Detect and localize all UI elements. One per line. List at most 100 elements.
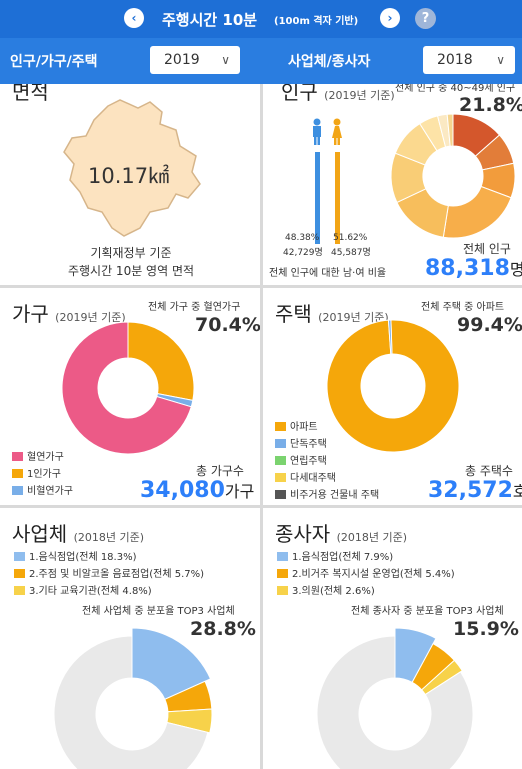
housing-legend-item: 단독주택 [275, 435, 327, 450]
housing-total: 32,572호 [428, 478, 522, 503]
workers-panel: 종사자 (2018년 기준) 1.음식점업(전체 7.9%) 2.비거주 복지시설… [263, 508, 522, 769]
gender-ratio-caption: 전체 인구에 대한 남·여 비율 [269, 268, 387, 279]
legend-label: 아파트 [290, 422, 318, 433]
legend-swatch [275, 490, 286, 499]
legend-label: 1.음식점업(전체 18.3%) [29, 552, 137, 563]
legend-swatch [12, 452, 23, 461]
population-slice-10 [446, 113, 454, 147]
business-headline: 전체 사업체 중 분포율 TOP3 사업체 [82, 606, 235, 617]
housing-slice-1 [326, 319, 460, 453]
housing-title: 주택 (2019년 기준) [275, 302, 389, 326]
household-total-label: 총 가구수 [196, 464, 244, 478]
legend-label: 3.기타 교육기관(전체 4.8%) [29, 586, 152, 597]
household-headline: 전체 가구 중 혈연가구 [148, 302, 241, 313]
legend-label: 1인가구 [27, 469, 61, 480]
area-panel: 면적 10.17㎢ 기획재정부 기준 주행시간 10분 영역 면적 [0, 84, 260, 285]
legend-swatch [14, 586, 25, 595]
household-donut [61, 321, 195, 455]
legend-swatch [275, 422, 286, 431]
business-legend-item: 1.음식점업(전체 18.3%) [14, 548, 137, 563]
next-button[interactable]: › [380, 8, 400, 28]
help-icon[interactable]: ? [415, 8, 436, 29]
female-pct: 51.62% [333, 233, 368, 243]
male-count: 42,729명 [283, 248, 323, 258]
population-age-donut [390, 113, 516, 239]
business-legend-item: 3.기타 교육기관(전체 4.8%) [14, 582, 152, 597]
business-headline-pct: 28.8% [190, 618, 256, 640]
workers-legend-item: 3.의원(전체 2.6%) [277, 582, 375, 597]
business-filter-label: 사업체/종사자 [288, 54, 371, 70]
household-slice-1 [127, 321, 195, 401]
workers-legend-item: 2.비거주 복지시설 운영업(전체 5.4%) [277, 565, 455, 580]
legend-swatch [277, 552, 288, 561]
household-legend-item: 비혈연가구 [12, 482, 73, 497]
business-donut [53, 627, 213, 769]
female-count: 45,587명 [331, 248, 371, 258]
page-subtitle: (100m 격자 기반) [274, 16, 359, 27]
business-title: 사업체 (2018년 기준) [12, 522, 144, 546]
population-headline-pct: 21.8% [459, 94, 522, 116]
population-panel: 인구 (2019년 기준) 전체 인구 중 40~49세 인구 21.8% 48… [263, 84, 522, 285]
population-title: 인구 (2019년 기준) [281, 84, 395, 104]
area-map-shape [63, 99, 201, 237]
business-year-value: 2018 [437, 52, 473, 68]
population-total: 88,318명 [425, 256, 522, 281]
header-bar: ‹ 주행시간 10분 (100m 격자 기반) › ? [0, 0, 522, 38]
population-year-select[interactable]: 2019 ∨ [150, 46, 240, 74]
prev-button[interactable]: ‹ [124, 8, 144, 28]
legend-label: 혈연가구 [27, 452, 64, 463]
legend-label: 2.비거주 복지시설 운영업(전체 5.4%) [292, 569, 455, 580]
household-legend-item: 1인가구 [12, 465, 61, 480]
area-value: 10.17㎢ [88, 164, 170, 188]
business-slice-1 [131, 627, 212, 700]
population-headline: 전체 인구 중 40~49세 인구 [395, 84, 516, 94]
legend-label: 비혈연가구 [27, 486, 73, 497]
legend-swatch [277, 586, 288, 595]
chevron-down-icon: ∨ [496, 53, 505, 67]
legend-swatch [12, 486, 23, 495]
housing-legend-item: 아파트 [275, 418, 318, 433]
household-slice-3 [61, 321, 192, 455]
legend-swatch [275, 456, 286, 465]
legend-label: 다세대주택 [290, 473, 336, 484]
male-pct: 48.38% [285, 233, 320, 243]
household-panel: 가구 (2019년 기준) 전체 가구 중 혈연가구 70.4% 혈연가구 1인가… [0, 288, 260, 505]
business-legend-item: 2.주점 및 비알코올 음료점업(전체 5.7%) [14, 565, 204, 580]
gender-ratio-bars [313, 118, 342, 244]
population-filter-label: 인구/가구/주택 [10, 54, 98, 70]
legend-label: 1.음식점업(전체 7.9%) [292, 552, 394, 563]
legend-label: 단독주택 [290, 439, 327, 450]
filter-bar: 인구/가구/주택 2019 ∨ 사업체/종사자 2018 ∨ [0, 38, 522, 84]
population-total-label: 전체 인구 [463, 242, 511, 256]
legend-swatch [275, 473, 286, 482]
legend-label: 연립주택 [290, 456, 327, 467]
household-total: 34,080가구 [140, 478, 255, 503]
household-headline-pct: 70.4% [195, 314, 260, 336]
legend-swatch [12, 469, 23, 478]
business-year-select[interactable]: 2018 ∨ [423, 46, 515, 74]
page-title: 주행시간 10분 [162, 11, 258, 29]
workers-title: 종사자 (2018년 기준) [275, 522, 407, 546]
workers-slice-1 [394, 627, 437, 684]
housing-headline: 전체 주택 중 아파트 [421, 302, 505, 313]
workers-headline: 전체 종사자 중 분포율 TOP3 사업체 [351, 606, 504, 617]
legend-swatch [275, 439, 286, 448]
chevron-down-icon: ∨ [221, 53, 230, 67]
area-title: 면적 [12, 84, 49, 104]
area-note-1: 기획재정부 기준 [90, 246, 172, 260]
household-legend-item: 혈연가구 [12, 448, 64, 463]
legend-label: 3.의원(전체 2.6%) [292, 586, 375, 597]
legend-swatch [14, 552, 25, 561]
workers-legend-item: 1.음식점업(전체 7.9%) [277, 548, 393, 563]
housing-total-label: 총 주택수 [465, 464, 513, 478]
housing-legend-item: 연립주택 [275, 452, 327, 467]
workers-slice-4 [316, 635, 474, 769]
legend-label: 비주거용 건물내 주택 [290, 490, 380, 501]
household-title: 가구 (2019년 기준) [12, 302, 126, 326]
housing-headline-pct: 99.4% [457, 314, 522, 336]
workers-headline-pct: 15.9% [453, 618, 519, 640]
legend-swatch [14, 569, 25, 578]
population-slice-4 [442, 185, 512, 239]
housing-slice-2 [387, 319, 393, 355]
